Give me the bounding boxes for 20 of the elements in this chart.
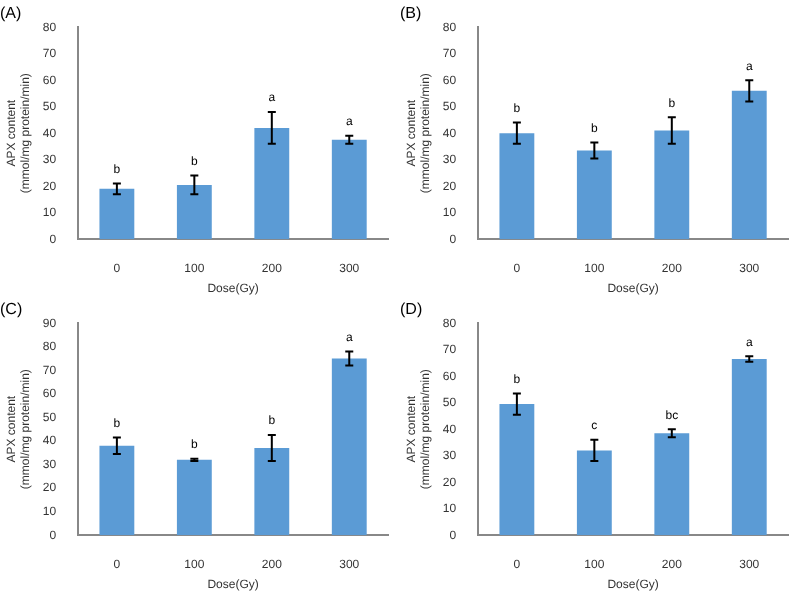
bar [731, 358, 767, 536]
chart-title: (A) [0, 4, 22, 23]
bar [99, 188, 135, 240]
bar [576, 450, 612, 536]
bar [254, 127, 290, 240]
chart-title: (C) [0, 300, 23, 319]
chart-title: (B) [400, 4, 422, 23]
bar [331, 358, 367, 536]
chart-title: (D) [400, 300, 423, 319]
bar [654, 130, 690, 240]
bar [254, 448, 290, 536]
bar [176, 459, 212, 536]
bar [576, 150, 612, 240]
bar [99, 445, 135, 536]
bar [499, 404, 535, 536]
bar [731, 90, 767, 240]
bar [654, 433, 690, 536]
bar [499, 133, 535, 240]
bar [176, 184, 212, 240]
bar [331, 139, 367, 240]
